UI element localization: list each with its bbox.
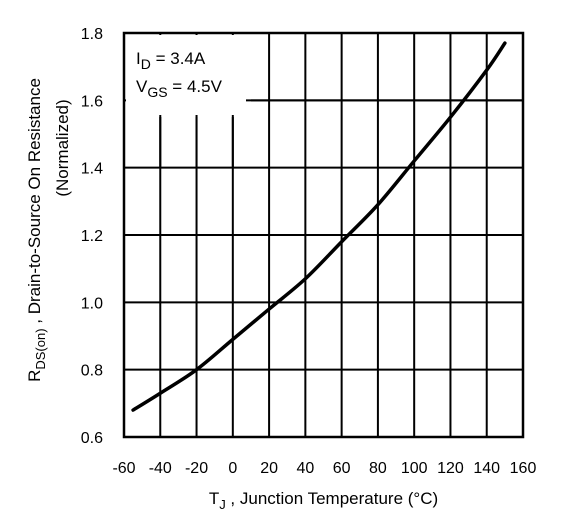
y-tick-label: 0.8	[81, 363, 103, 380]
x-tick-label: -40	[149, 460, 172, 477]
x-tick-label: 160	[510, 460, 537, 477]
y-tick-labels: 0.6 0.8 1.0 1.2 1.4 1.6 1.8	[81, 26, 103, 447]
x-axis-title: TJ , Junction Temperature (°C)	[209, 489, 438, 512]
annotation-current: ID = 3.4A	[136, 49, 206, 72]
x-tick-label: 100	[401, 460, 428, 477]
annotation-background	[126, 35, 251, 101]
annotation-voltage-value: = 4.5V	[168, 77, 223, 96]
x-tick-label: -60	[112, 460, 135, 477]
annotation-current-sub: D	[141, 56, 151, 72]
plot-frame	[122, 31, 525, 439]
y-tick-label: 1.8	[81, 26, 103, 43]
annotation-voltage-sub: GS	[147, 84, 167, 100]
annotation-current-value: = 3.4A	[151, 49, 206, 68]
x-tick-label: 20	[260, 460, 278, 477]
y-axis-title-rest: , Drain-to-Source On Resistance	[25, 78, 44, 328]
rdson-curve	[131, 41, 507, 412]
x-tick-label: 80	[369, 460, 387, 477]
x-tick-label: 120	[437, 460, 464, 477]
y-axis-title-sub: DS(on)	[33, 328, 48, 369]
y-tick-label: 1.2	[81, 228, 103, 245]
x-tick-label: 0	[228, 460, 237, 477]
y-tick-label: 1.6	[81, 93, 103, 110]
x-tick-label: 140	[473, 460, 500, 477]
y-tick-label: 0.6	[81, 430, 103, 447]
x-axis-title-main: T	[209, 489, 219, 508]
curve-layer	[131, 41, 507, 412]
x-axis-title-rest: , Junction Temperature (°C)	[226, 489, 438, 508]
y-tick-label: 1.4	[81, 161, 103, 178]
x-tick-labels: -60 -40 -20 0 20 40 60 80 100 120 140 160	[112, 460, 536, 477]
y-axis-title-line1: RDS(on) , Drain-to-Source On Resistance	[25, 78, 48, 382]
annotation-background-lower	[126, 101, 251, 115]
x-tick-label: 40	[296, 460, 314, 477]
y-axis-title-line2: (Normalized)	[53, 99, 72, 196]
y-tick-label: 1.0	[81, 295, 103, 312]
annotation-voltage: VGS = 4.5V	[136, 77, 223, 100]
x-axis-title-sub: J	[219, 497, 226, 512]
y-axis-title-main: R	[25, 370, 44, 382]
x-tick-label: 60	[333, 460, 351, 477]
annotation-voltage-main: V	[136, 77, 148, 96]
x-tick-label: -20	[185, 460, 208, 477]
y-axis-title: RDS(on) , Drain-to-Source On Resistance …	[25, 78, 72, 382]
annotation-current-main: I	[136, 49, 141, 68]
